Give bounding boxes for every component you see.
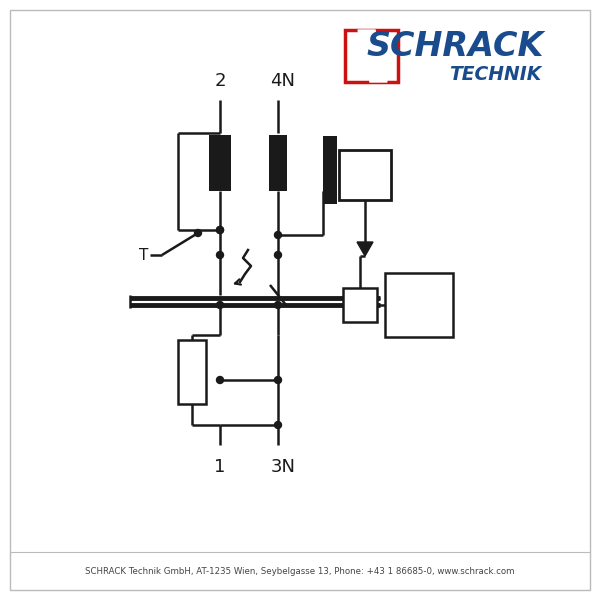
Text: 3N: 3N — [271, 458, 296, 476]
Polygon shape — [345, 30, 398, 82]
Bar — [269, 135, 287, 191]
Circle shape — [275, 301, 281, 308]
Text: TECHNIK: TECHNIK — [449, 64, 541, 83]
Bar — [343, 288, 377, 322]
Text: 1: 1 — [214, 458, 226, 476]
Bar — [385, 273, 453, 337]
Polygon shape — [358, 30, 387, 82]
Text: T: T — [139, 247, 148, 263]
Text: H: H — [409, 293, 429, 317]
Circle shape — [194, 229, 202, 236]
Text: 2: 2 — [214, 72, 226, 90]
Circle shape — [275, 232, 281, 238]
Text: 4N: 4N — [271, 72, 296, 90]
Bar — [178, 340, 206, 404]
Circle shape — [217, 226, 223, 233]
Text: SCHRACK: SCHRACK — [367, 31, 544, 64]
Circle shape — [217, 251, 223, 259]
Circle shape — [275, 251, 281, 259]
Bar — [323, 136, 337, 204]
Circle shape — [275, 421, 281, 428]
Text: SCHRACK Technik GmbH, AT-1235 Wien, Seybelgasse 13, Phone: +43 1 86685-0, www.sc: SCHRACK Technik GmbH, AT-1235 Wien, Seyb… — [85, 568, 515, 577]
Polygon shape — [357, 242, 373, 256]
Circle shape — [217, 377, 223, 383]
Circle shape — [217, 226, 223, 233]
Circle shape — [275, 377, 281, 383]
Bar — [339, 150, 391, 200]
Bar — [209, 135, 231, 191]
Circle shape — [217, 301, 223, 308]
